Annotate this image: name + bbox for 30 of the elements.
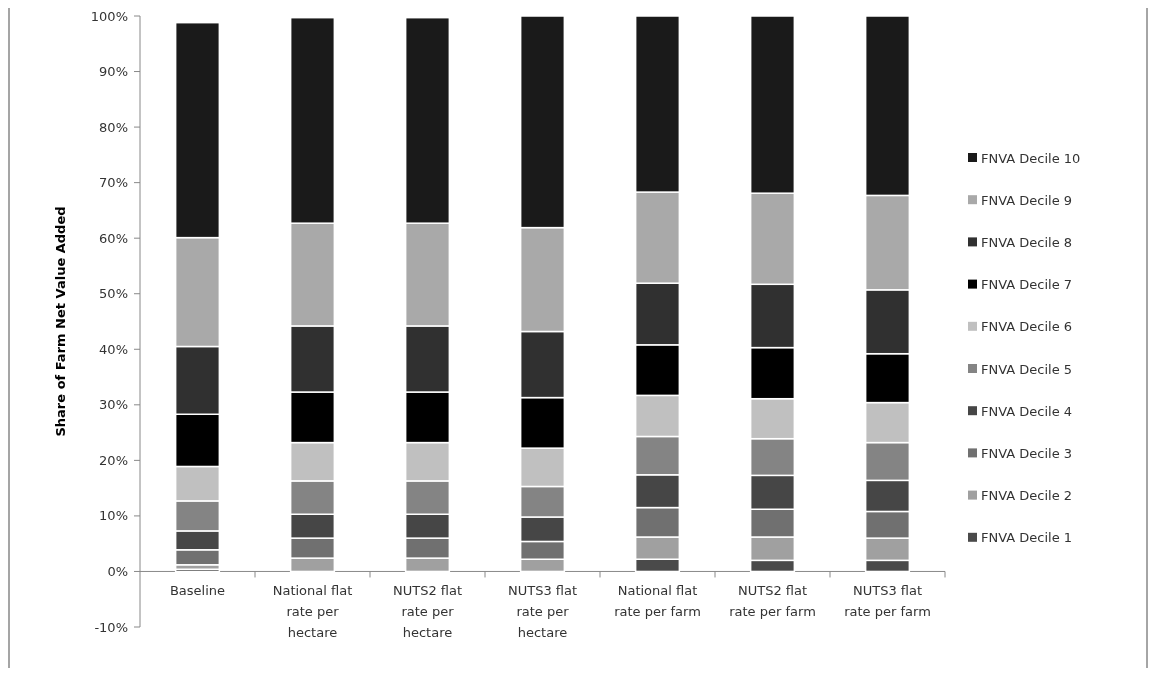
y-axis-title: Share of Farm Net Value Added [53, 206, 68, 437]
y-tick-label: 50% [99, 286, 128, 302]
y-tick-label: 90% [99, 64, 128, 80]
y-tick-label: 80% [99, 119, 128, 135]
y-tick-label: 0% [107, 564, 128, 579]
legend-label: FNVA Decile 3 [981, 445, 1073, 461]
legend-label: FNVA Decile 4 [981, 403, 1073, 419]
y-tick-label: 30% [99, 397, 128, 413]
x-tick-label: NUTS2 flat rate per farm [729, 583, 816, 620]
y-tick-label: 40% [99, 341, 128, 357]
legend-label: FNVA Decile 5 [981, 361, 1073, 377]
y-tick-label: 60% [99, 230, 128, 246]
legend-label: FNVA Decile 9 [981, 192, 1073, 208]
legend-label: FNVA Decile 6 [981, 319, 1073, 335]
legend-label: FNVA Decile 8 [981, 234, 1073, 250]
y-tick-label: 70% [99, 175, 128, 191]
legend-label: FNVA Decile 10 [981, 150, 1081, 166]
y-tick-label: 10% [99, 508, 128, 524]
x-tick-label: NUTS3 flat rate per farm [844, 583, 931, 620]
legend-label: FNVA Decile 2 [981, 488, 1073, 504]
x-tick-label: NUTS2 flat rate per hectare [392, 583, 463, 641]
y-tick-label: 100% [90, 8, 128, 24]
legend-label: FNVA Decile 1 [981, 530, 1073, 546]
x-tick-label: National flat rate per hectare [272, 583, 353, 641]
x-tick-label: National flat rate per farm [614, 583, 701, 620]
y-tick-label: 20% [99, 452, 128, 468]
y-tick-label: -10% [94, 619, 128, 635]
x-tick-label: NUTS3 flat rate per hectare [507, 583, 578, 641]
x-tick-label: Baseline [169, 583, 226, 599]
legend-label: FNVA Decile 7 [981, 277, 1073, 293]
